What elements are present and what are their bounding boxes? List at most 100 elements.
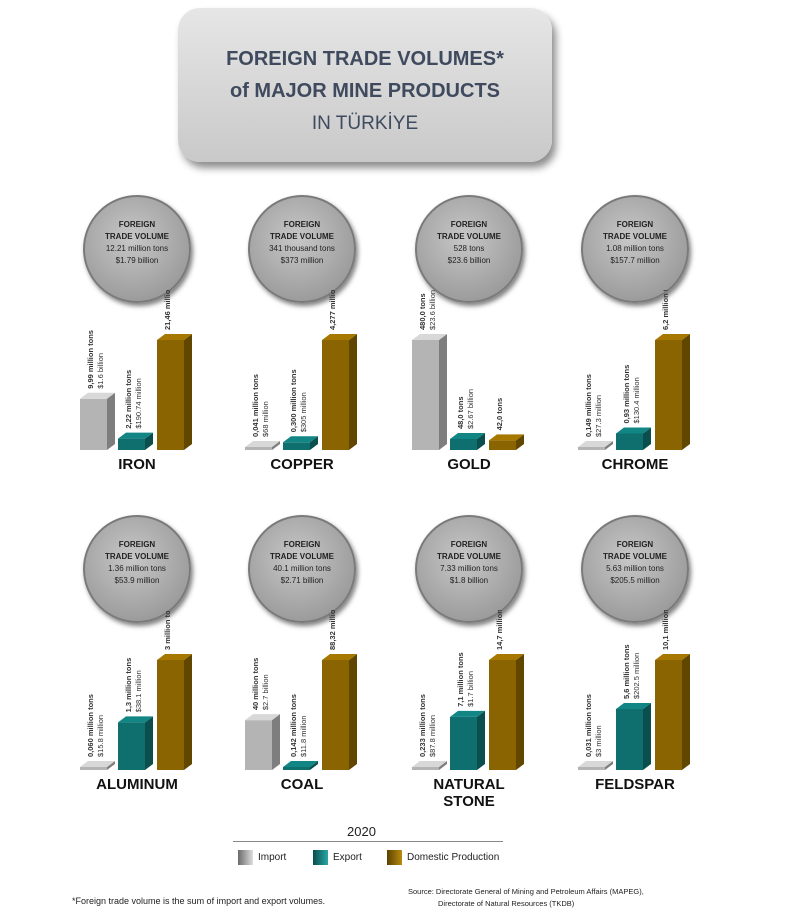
bar-label-volume: 0,300 million tons	[289, 369, 298, 432]
bar-top	[450, 710, 485, 717]
legend-label-import: Import	[258, 852, 287, 864]
bar-domestic	[157, 334, 192, 450]
source-line-2: Directorate of Natural Resources (TKDB)	[438, 899, 575, 908]
disc-trade-volume-tons: 1.08 million tons	[606, 244, 664, 253]
panel-iron: FOREIGN TRADE VOLUME 12.21 million tons $1.…	[78, 190, 238, 490]
bar-import	[412, 761, 447, 770]
title-line-3: IN TÜRKİYE	[311, 113, 419, 134]
bar-side	[310, 436, 318, 450]
bar-label-volume: 40 million tons	[251, 658, 260, 711]
trade-volume-disc: FOREIGN TRADE VOLUME 7.33 million tons $1.8…	[415, 515, 523, 623]
bar-front	[157, 340, 184, 450]
bar-chart-aluminum: 0,060 million tons$15.8 million 1,3 milli…	[80, 610, 192, 770]
bar-label-volume: 0,233 million tons	[418, 694, 427, 757]
bar-front	[578, 447, 605, 450]
bar-label-value: $130.4 million	[632, 377, 641, 423]
bar-export	[616, 427, 651, 450]
bar-front	[412, 340, 439, 450]
legend-swatch-import	[238, 850, 253, 865]
mineral-name: IRON	[118, 456, 156, 473]
disc-trade-volume-tons: 40.1 million tons	[273, 564, 331, 573]
bar-top	[245, 714, 280, 721]
bar-label-volume: 0,060 million tons	[86, 694, 95, 757]
bar-front	[157, 660, 184, 770]
bar-label-volume: 0,041 million tons	[251, 374, 260, 437]
mineral-name: COAL	[280, 776, 324, 793]
bar-side	[516, 434, 524, 450]
legend-label-domestic: Domestic Production	[407, 852, 500, 864]
bar-label-value: $38.1 million	[134, 670, 143, 712]
disc-label: FOREIGN TRADE VOLUME	[603, 220, 667, 241]
title-line-2: of MAJOR MINE PRODUCTS	[230, 80, 500, 102]
trade-volume-disc: FOREIGN TRADE VOLUME 341 thousand tons $373…	[248, 195, 356, 303]
bar-label-value: $2.7 billion	[261, 674, 270, 710]
bar-label-value: $202.5 million	[632, 653, 641, 699]
bar-side	[516, 654, 524, 770]
bar-side	[682, 654, 690, 770]
bar-label-import: 0,060 million tons$15.8 million	[86, 694, 105, 757]
bar-side	[184, 334, 192, 450]
bar-label-export: 0,93 million tons$130.4 million	[622, 365, 641, 424]
bar-label-value: $23.6 billion	[428, 290, 437, 330]
bar-import	[578, 761, 613, 770]
panel-chrome: FOREIGN TRADE VOLUME 1.08 million tons $157…	[576, 190, 736, 490]
bar-import	[80, 761, 115, 770]
bar-export	[450, 433, 485, 450]
bar-label-value: $3 million	[594, 725, 603, 757]
bar-domestic	[489, 434, 524, 450]
mineral-name: NATURAL STONE	[433, 776, 505, 810]
bar-label-volume: 88,32 million	[328, 610, 337, 650]
bar-top	[245, 441, 280, 447]
bar-label-value: $1.7 billion	[466, 671, 475, 707]
bar-top	[322, 334, 357, 340]
bar-chart-feldspar: 0,031 million tons$3 million 5,6 million …	[578, 610, 690, 770]
trade-volume-disc: FOREIGN TRADE VOLUME 40.1 million tons $2.7…	[248, 515, 356, 623]
disc-trade-volume-usd: $1.79 billion	[115, 256, 159, 265]
bar-top	[283, 436, 318, 443]
bar-label-domestic: 14,7 million tons	[495, 610, 504, 650]
mineral-name: FELDSPAR	[595, 776, 675, 793]
bar-label-value: $87.8 million	[428, 715, 437, 757]
bar-front	[322, 660, 349, 770]
bar-side	[310, 761, 318, 770]
bar-label-volume: 7,1 million tons	[456, 652, 465, 707]
bar-label-volume: 0,031 million tons	[584, 694, 593, 757]
source-line-1: Source: Directorate General of Mining an…	[408, 887, 644, 896]
bar-top	[655, 334, 690, 340]
bar-label-domestic: 4,277 million tons	[328, 290, 337, 330]
bar-side	[145, 432, 153, 450]
panel-gold: FOREIGN TRADE VOLUME 528 tons $23.6 billion…	[410, 190, 570, 490]
bar-front	[578, 767, 605, 770]
disc-trade-volume-usd: $53.9 million	[114, 576, 160, 585]
trade-volume-disc: FOREIGN TRADE VOLUME 5.63 million tons $205…	[581, 515, 689, 623]
bar-top	[118, 432, 153, 439]
bar-domestic	[157, 654, 192, 770]
bar-side	[184, 654, 192, 770]
bar-chart-natural-stone: 0,233 million tons$87.8 million 7,1 milli…	[412, 610, 524, 770]
bar-front	[616, 433, 643, 450]
panel-feldspar: FOREIGN TRADE VOLUME 5.63 million tons $205…	[576, 510, 736, 810]
bar-label-domestic: 10,1 million tons	[661, 610, 670, 650]
legend-item-domestic: Domestic Production	[387, 850, 499, 865]
bar-import	[578, 441, 613, 450]
bar-label-import: 0,149 million tons$27.3 million	[584, 374, 603, 437]
bar-export	[118, 432, 153, 450]
bar-domestic	[655, 654, 690, 770]
bar-side	[107, 761, 115, 770]
bar-label-volume: 1,3 million tons	[124, 658, 133, 713]
bar-chart-coal: 40 million tons$2.7 billion 0,142 million…	[245, 610, 357, 770]
disc-trade-volume-tons: 12.21 million tons	[105, 244, 169, 253]
trade-volume-disc: FOREIGN TRADE VOLUME 1.36 million tons $53.…	[83, 515, 191, 623]
bar-domestic	[655, 334, 690, 450]
disc-trade-volume-tons: 7.33 million tons	[440, 564, 498, 573]
bar-label-volume: 9,99 million tons	[86, 330, 95, 389]
bar-label-volume: 4,277 million tons	[328, 290, 337, 330]
bar-import	[80, 392, 115, 450]
mineral-name: CHROME	[601, 456, 669, 473]
bar-label-import: 9,99 million tons$1.6 billion	[86, 330, 105, 389]
panel-copper: FOREIGN TRADE VOLUME 341 thousand tons $373…	[243, 190, 403, 490]
bar-top	[489, 434, 524, 441]
bar-side	[477, 433, 485, 450]
bar-domestic	[322, 654, 357, 770]
bar-label-value: $27.3 million	[594, 395, 603, 437]
